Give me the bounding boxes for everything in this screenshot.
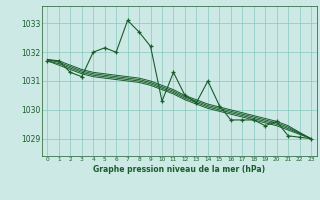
X-axis label: Graphe pression niveau de la mer (hPa): Graphe pression niveau de la mer (hPa) xyxy=(93,165,265,174)
